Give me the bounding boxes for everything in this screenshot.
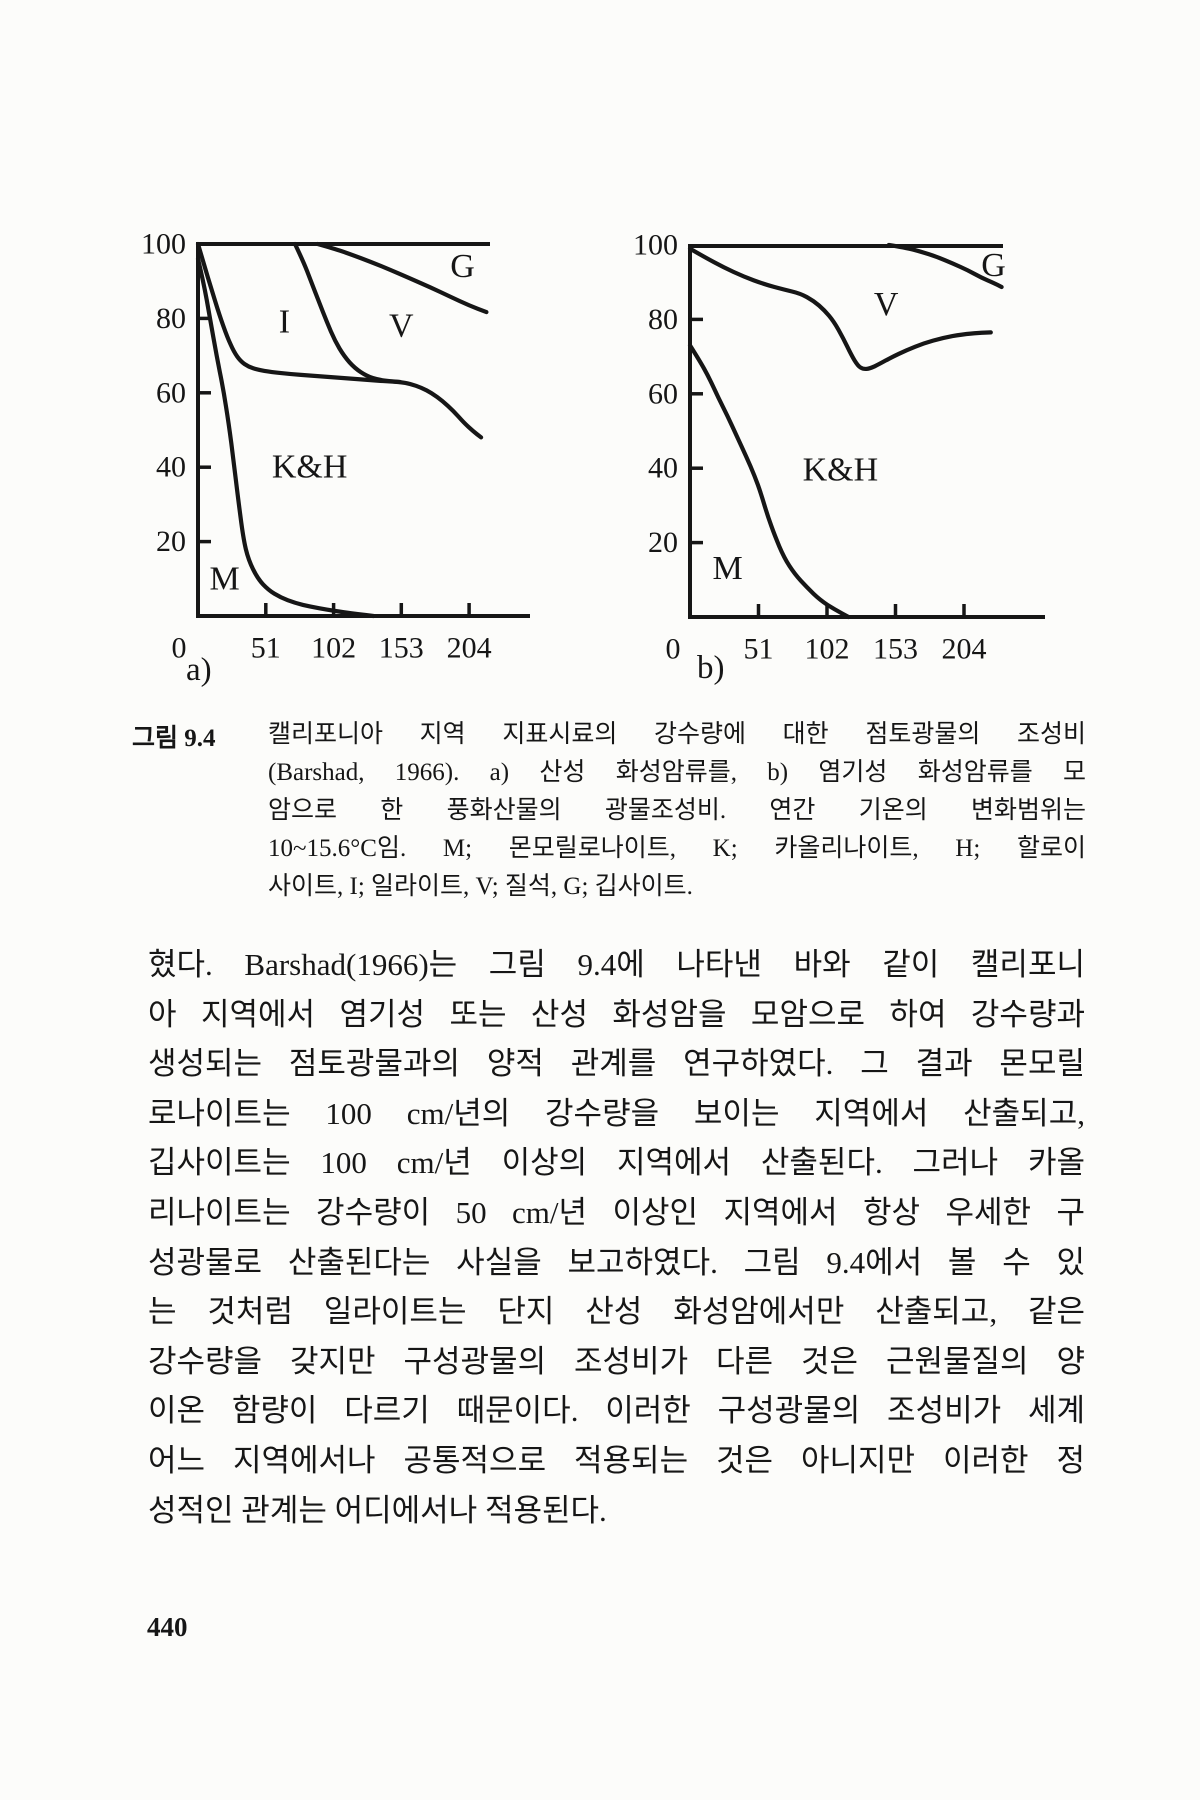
caption-line: 캘리포니아 지역 지표시료의 강수량에 대한 점토광물의 조성비 [268, 721, 1086, 748]
page-number: 440 [147, 1612, 188, 1642]
body-paragraph: 혔다. Barshad(1966)는 그림 9.4에 나타낸 바와 같이 캘리포… [148, 940, 1085, 1535]
caption-line: 사이트, I; 일라이트, V; 질석, G; 깁사이트. [268, 873, 693, 900]
region-label-M: M [712, 550, 742, 587]
body-line: 성광물로 산출된다는 사실을 보고하였다. 그림 9.4에서 볼 수 있 [148, 1244, 1085, 1280]
region-label-KH: K&H [803, 452, 879, 489]
x-tick-label: 51 [744, 633, 774, 666]
x-tick-label: 102 [805, 633, 850, 666]
region-label-G: G [450, 248, 475, 285]
body-line: 리나이트는 강수량이 50 cm/년 이상인 지역에서 항상 우세한 구 [148, 1194, 1085, 1230]
figure-caption-text: 캘리포니아 지역 지표시료의 강수량에 대한 점토광물의 조성비 (Barsha… [268, 716, 1086, 906]
y-tick-label: 60 [156, 376, 186, 409]
x-origin-label: 0 [666, 633, 681, 666]
body-line: 성적인 관계는 어디에서나 적용된다. [148, 1492, 607, 1528]
region-label-I: I [279, 304, 290, 341]
region-label-M: M [209, 560, 239, 597]
y-tick-label: 20 [648, 526, 678, 559]
body-line: 아 지역에서 염기성 또는 산성 화성암을 모암으로 하여 강수량과 [148, 996, 1085, 1032]
series-m [687, 343, 851, 620]
series-v [687, 246, 993, 372]
series-g [886, 242, 1004, 290]
x-tick-label: 153 [873, 633, 918, 666]
x-tick-label: 153 [379, 632, 424, 665]
y-tick-label: 40 [648, 452, 678, 485]
body-line: 이온 함량이 다르기 때문이다. 이러한 구성광물의 조성비가 세계 [148, 1393, 1085, 1429]
caption-line: 암으로 한 풍화산물의 광물조성비. 연간 기온의 변화범위는 [268, 797, 1086, 824]
chart-a-sublabel: a) [186, 652, 212, 688]
x-tick-label: 204 [942, 633, 987, 666]
series-vg [315, 241, 489, 315]
y-tick-label: 60 [648, 377, 678, 410]
x-origin-label: 0 [172, 632, 187, 665]
figure-caption-number: 그림 9.4 [132, 725, 216, 752]
caption-line: (Barshad, 1966). a) 산성 화성암류를, b) 염기성 화성암… [268, 759, 1086, 786]
axes [688, 244, 1045, 619]
chart-b-sublabel: b) [697, 650, 725, 686]
body-line: 강수량을 갖지만 구성광물의 조성비가 다른 것은 근원물질의 양 [148, 1343, 1085, 1379]
region-label-G: G [981, 247, 1006, 284]
x-tick-label: 204 [447, 632, 492, 665]
body-line: 깁사이트는 100 cm/년 이상의 지역에서 산출된다. 그러나 카올 [148, 1145, 1085, 1181]
x-tick-label: 51 [251, 632, 281, 665]
body-line: 로나이트는 100 cm/년의 강수량을 보이는 지역에서 산출되고, [148, 1095, 1085, 1131]
region-label-V: V [874, 286, 899, 323]
y-tick-label: 100 [141, 228, 186, 261]
region-label-V: V [389, 307, 414, 344]
y-tick-label: 100 [633, 229, 678, 262]
x-tick-label: 102 [311, 632, 356, 665]
y-tick-label: 20 [156, 525, 186, 558]
region-label-KH: K&H [272, 449, 348, 486]
caption-line: 10~15.6°C임. M; 몬모릴로나이트, K; 카올리나이트, H; 할로… [268, 835, 1086, 862]
body-line: 혔다. Barshad(1966)는 그림 9.4에 나타낸 바와 같이 캘리포… [148, 947, 1085, 982]
body-line: 생성되는 점토광물과의 양적 관계를 연구하였다. 그 결과 몬모릴 [148, 1046, 1085, 1082]
y-tick-label: 80 [648, 303, 678, 336]
body-line: 는 것처럼 일라이트는 단지 산성 화성암에서만 산출되고, 같은 [148, 1294, 1085, 1330]
series-iv [292, 241, 403, 385]
y-tick-label: 80 [156, 302, 186, 335]
y-tick-label: 40 [156, 451, 186, 484]
series-kh [195, 241, 484, 440]
series-m [195, 256, 376, 619]
body-line: 어느 지역에서나 공통적으로 적용되는 것은 아니지만 이러한 정 [148, 1442, 1085, 1478]
